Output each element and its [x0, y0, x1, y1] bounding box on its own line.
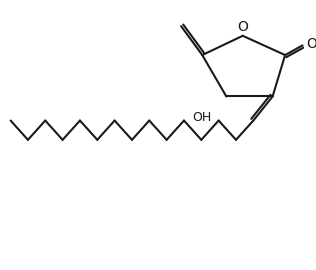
Text: OH: OH: [193, 111, 212, 124]
Text: O: O: [306, 38, 316, 52]
Text: O: O: [237, 20, 248, 34]
